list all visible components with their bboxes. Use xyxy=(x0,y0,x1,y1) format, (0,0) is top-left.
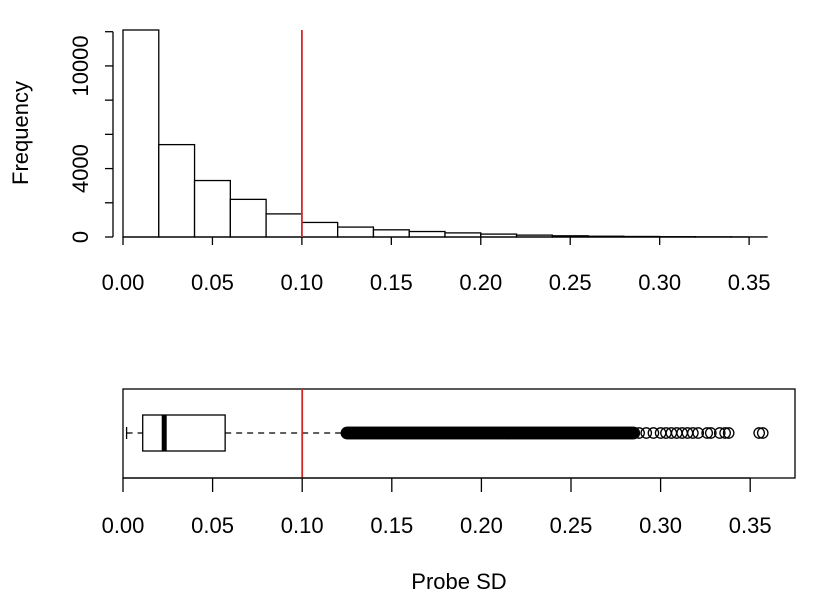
histogram-bar-1 xyxy=(158,143,196,238)
boxplot-x-tick-label-1: 0.05 xyxy=(191,513,234,538)
histogram-bar-6 xyxy=(337,226,375,238)
histogram-chart: 0.00 0.05 0.10 0.15 0.20 0.25 0.30 0.35 0 4000 10… xyxy=(8,29,771,295)
histogram-bar-3 xyxy=(229,198,267,238)
boxplot-outlier-202 xyxy=(640,427,653,439)
histogram-x-tick-label-4: 0.20 xyxy=(459,270,502,295)
boxplot-outlier-217 xyxy=(753,427,766,439)
boxplot-x-tick-label-5: 0.25 xyxy=(550,513,593,538)
histogram-y-tick-label-0: 0 xyxy=(68,231,93,243)
boxplot-outlier-215 xyxy=(719,427,731,439)
histogram-bars xyxy=(122,29,768,238)
boxplot-outlier-201 xyxy=(633,427,645,439)
boxplot-outlier-203 xyxy=(647,427,660,439)
histogram-y-ticks: 0 4000 10000 xyxy=(68,31,113,243)
boxplot-outlier-216 xyxy=(722,427,735,439)
histogram-y-axis-label: Frequency xyxy=(8,81,33,185)
histogram-bar-8 xyxy=(408,230,446,238)
boxplot-x-tick-label-2: 0.10 xyxy=(281,513,324,538)
boxplot-outlier-218 xyxy=(756,427,769,439)
boxplot-x-tick-label-0: 0.00 xyxy=(102,513,145,538)
histogram-bar-5 xyxy=(301,221,339,238)
boxplot-x-axis-label: Probe SD xyxy=(411,569,506,594)
histogram-bar-2 xyxy=(193,179,231,238)
boxplot-x-tick-label-6: 0.30 xyxy=(639,513,682,538)
histogram-bar-0 xyxy=(122,29,160,238)
histogram-bar-4 xyxy=(265,213,303,238)
histogram-x-tick-label-6: 0.30 xyxy=(638,270,681,295)
boxplot-outlier-213 xyxy=(704,427,717,439)
histogram-bar-7 xyxy=(372,229,410,238)
boxplot-outliers xyxy=(340,426,769,440)
boxplot-x-tick-label-7: 0.35 xyxy=(729,513,772,538)
histogram-y-tick-label-2: 10000 xyxy=(68,35,93,96)
histogram-x-tick-label-1: 0.05 xyxy=(191,270,234,295)
boxplot-outlier-211 xyxy=(692,427,705,439)
histogram-x-tick-label-3: 0.15 xyxy=(370,270,413,295)
boxplot-outlier-212 xyxy=(701,427,714,439)
boxplot-outlier-210 xyxy=(687,427,699,439)
histogram-x-tick-label-0: 0.00 xyxy=(102,270,145,295)
histogram-y-tick-label-1: 4000 xyxy=(68,144,93,193)
boxplot-x-tick-label-3: 0.15 xyxy=(370,513,413,538)
histogram-x-tick-label-7: 0.35 xyxy=(728,270,771,295)
boxplot-outlier-200 xyxy=(627,426,641,440)
boxplot-iqr-box xyxy=(142,414,226,452)
histogram-x-tick-label-5: 0.25 xyxy=(549,270,592,295)
histogram-x-ticks: 0.00 0.05 0.10 0.15 0.20 0.25 0.30 0.35 xyxy=(102,237,771,295)
boxplot-x-ticks: 0.00 0.05 0.10 0.15 0.20 0.25 0.30 0.35 xyxy=(102,478,772,538)
boxplot-outlier-214 xyxy=(713,427,726,439)
histogram-x-tick-label-2: 0.10 xyxy=(280,270,323,295)
boxplot-x-tick-label-4: 0.20 xyxy=(460,513,503,538)
boxplot-chart: 0.00 0.05 0.10 0.15 0.20 0.25 0.30 0.35 Probe S… xyxy=(102,388,796,594)
